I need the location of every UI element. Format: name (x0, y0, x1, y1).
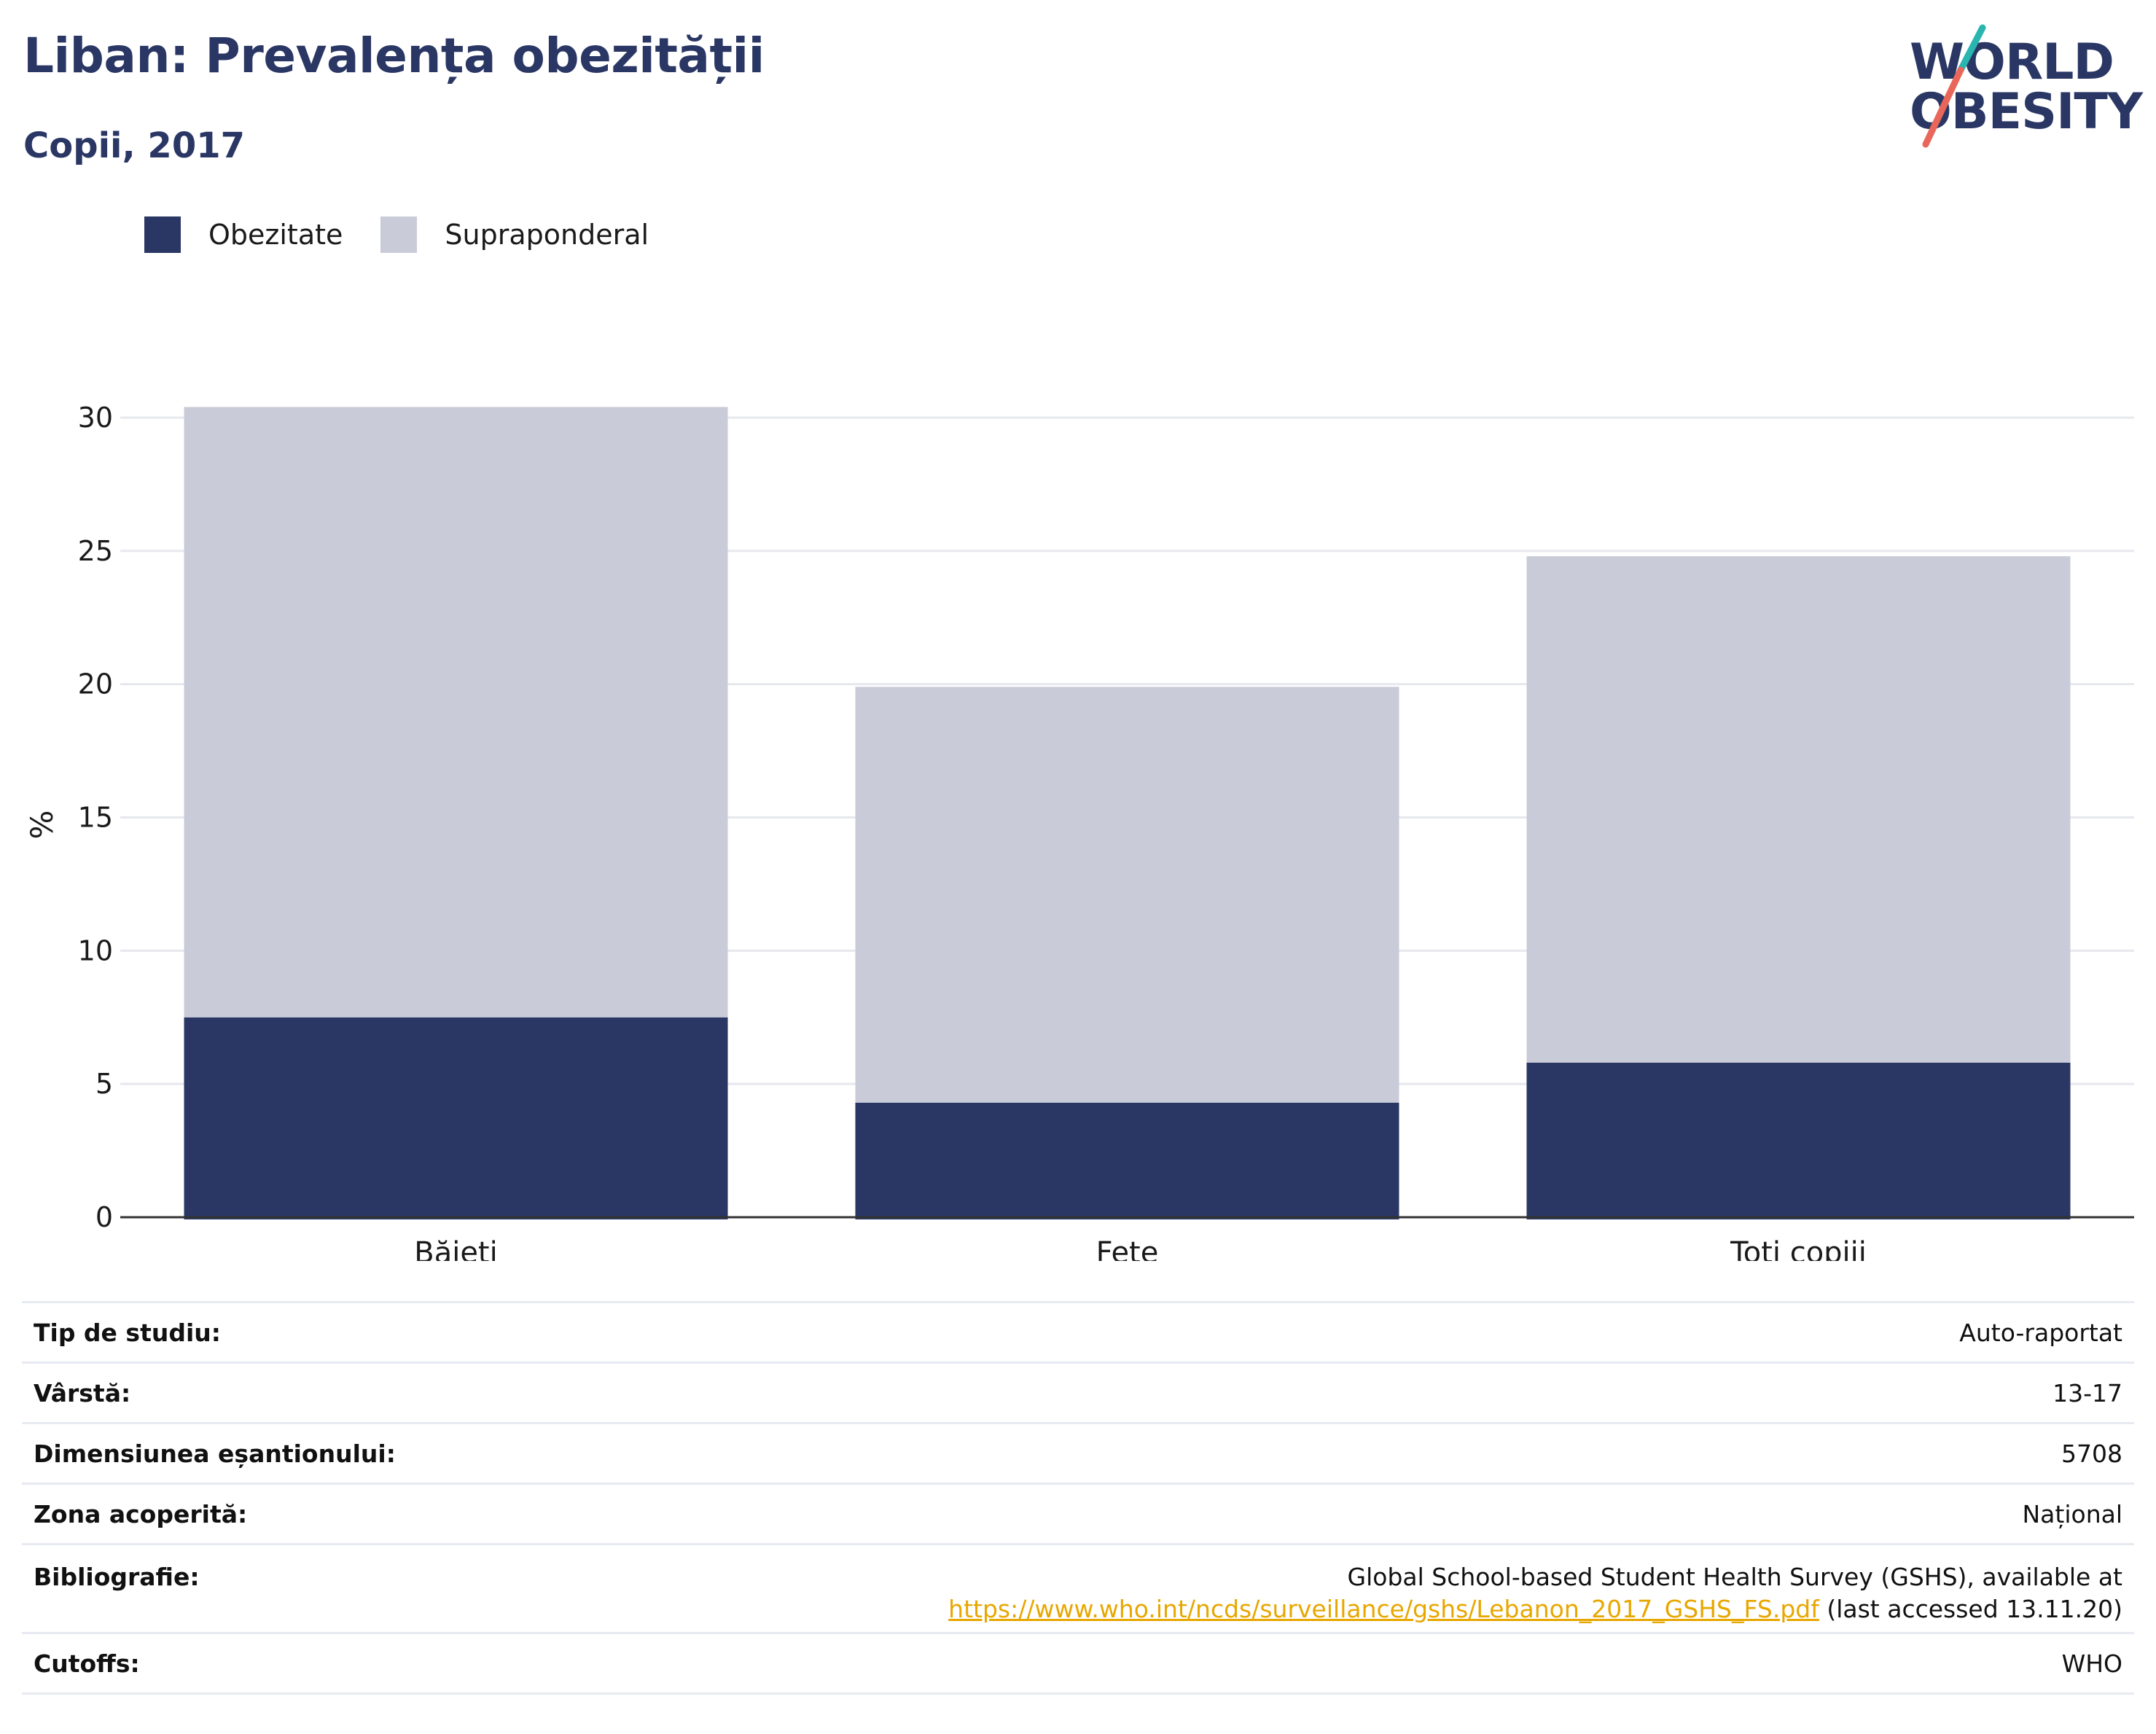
legend-swatch-overweight (380, 216, 418, 253)
x-tick-label: Fete (1096, 1236, 1159, 1261)
bar-overweight (1526, 556, 2071, 1063)
info-value: Auto-raportat (1959, 1318, 2122, 1347)
legend-label-overweight: Supraponderal (445, 219, 649, 251)
legend-swatch-obesity (144, 216, 181, 253)
y-tick-label: 15 (78, 802, 113, 834)
info-value: Național (2022, 1499, 2122, 1528)
legend-item-overweight: Supraponderal (380, 216, 649, 253)
study-info-table: Tip de studiu: Auto-raportat Vârstă: 13-… (22, 1301, 2134, 1695)
legend-item-obesity: Obezitate (144, 216, 343, 253)
info-label: Vârstă: (34, 1378, 131, 1407)
bibliography-accessed: (last accessed 13.11.20) (1819, 1595, 2122, 1623)
info-label: Bibliografie: (34, 1563, 200, 1591)
info-value: WHO (2061, 1649, 2122, 1678)
info-label: Tip de studiu: (34, 1318, 221, 1347)
y-tick-label: 25 (78, 535, 113, 567)
bibliography-text: Global School-based Student Health Surve… (948, 1561, 2134, 1625)
info-label: Cutoffs: (34, 1649, 140, 1678)
info-row-sample-size: Dimensiunea eșantionului: 5708 (22, 1422, 2134, 1483)
world-obesity-logo: WORLD OBESITY (1895, 22, 2143, 153)
y-tick-label: 10 (78, 934, 113, 966)
bar-chart: 0 5 10 15 20 25 30% Băieți Fete Toți copiii (24, 402, 2134, 1261)
info-row-cutoffs: Cutoffs: WHO (22, 1632, 2134, 1695)
legend-label-obesity: Obezitate (208, 219, 343, 251)
bar-obesity (855, 1102, 1399, 1219)
y-tick-label: 0 (95, 1201, 113, 1233)
logo-line-1: WORLD (1910, 34, 2114, 91)
bar-obesity (184, 1017, 728, 1219)
info-value: 5708 (2061, 1439, 2122, 1468)
bar-overweight (855, 687, 1399, 1103)
info-row-bibliography: Bibliografie: Global School-based Studen… (22, 1543, 2134, 1632)
y-tick-label: 5 (95, 1068, 113, 1100)
x-tick-label: Toți copiii (1730, 1236, 1867, 1261)
chart-subtitle: Copii, 2017 (23, 125, 246, 166)
bar-obesity (1526, 1062, 2071, 1219)
bibliography-link[interactable]: https://www.who.int/ncds/surveillance/gs… (948, 1595, 1819, 1623)
y-tick-label: 30 (78, 402, 113, 434)
legend: Obezitate Supraponderal (144, 216, 687, 254)
info-row-study-type: Tip de studiu: Auto-raportat (22, 1301, 2134, 1362)
info-label: Zona acoperită: (34, 1499, 248, 1528)
y-tick-label: 20 (78, 668, 113, 700)
bibliography-line-1: Global School-based Student Health Surve… (1347, 1563, 2122, 1591)
info-value: 13-17 (2053, 1378, 2122, 1407)
bar-overweight (184, 407, 728, 1018)
y-axis-label: % (24, 811, 60, 840)
logo-slash-icon (1922, 24, 1986, 148)
info-row-coverage: Zona acoperită: Național (22, 1483, 2134, 1543)
info-row-age: Vârstă: 13-17 (22, 1362, 2134, 1422)
chart-title: Liban: Prevalența obezității (23, 28, 765, 84)
info-label: Dimensiunea eșantionului: (34, 1439, 396, 1468)
x-tick-label: Băieți (414, 1236, 497, 1261)
